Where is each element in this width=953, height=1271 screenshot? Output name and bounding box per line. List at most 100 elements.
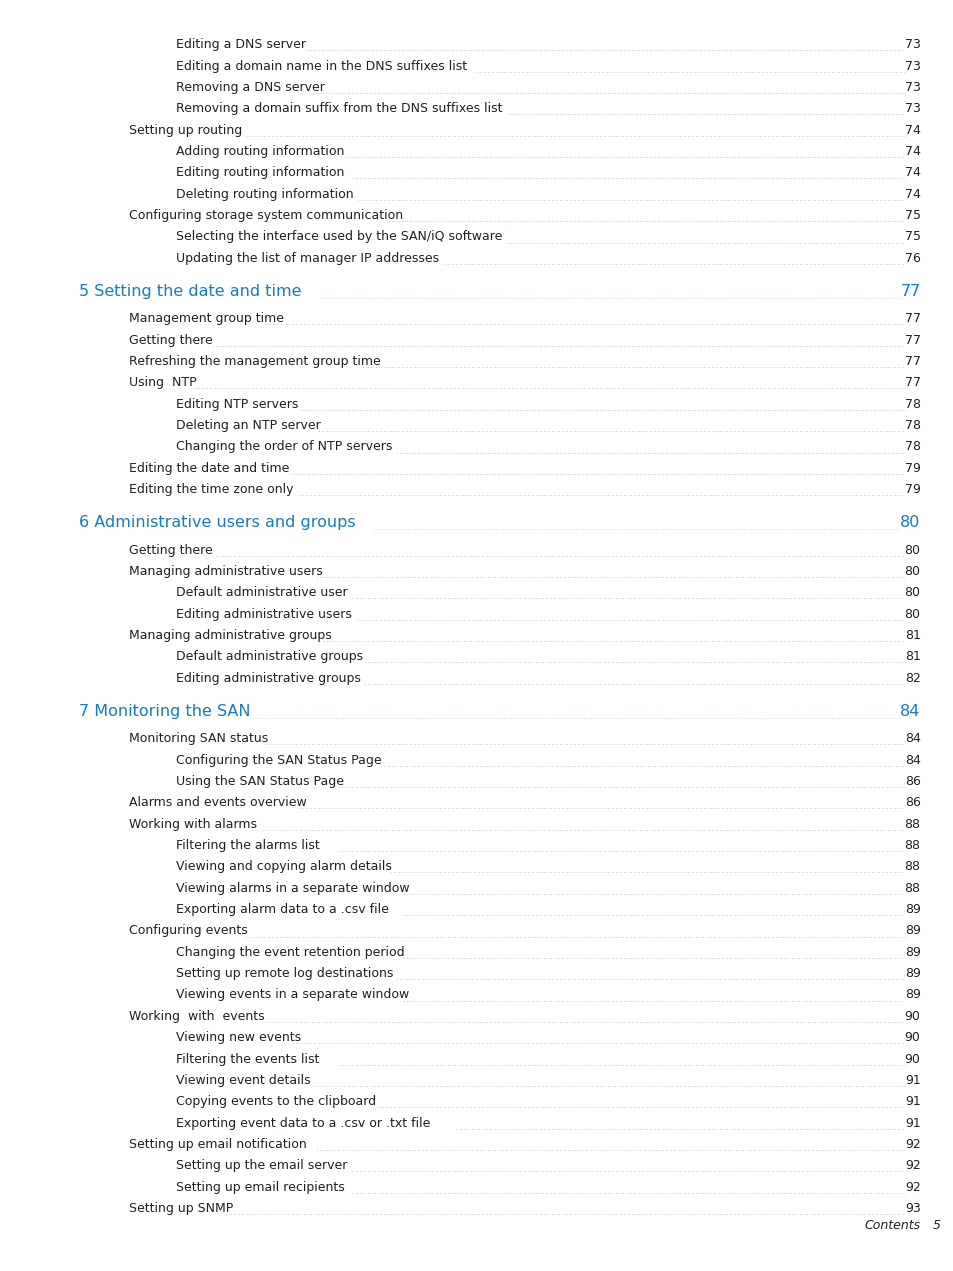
Text: 75: 75	[903, 230, 920, 244]
Text: Configuring events: Configuring events	[129, 924, 247, 938]
Text: 92: 92	[903, 1138, 920, 1152]
Text: Exporting event data to a .csv or .txt file: Exporting event data to a .csv or .txt f…	[176, 1117, 431, 1130]
Text: 91: 91	[903, 1117, 920, 1130]
Text: 92: 92	[903, 1181, 920, 1193]
Text: 90: 90	[903, 1052, 920, 1065]
Text: 91: 91	[903, 1074, 920, 1087]
Text: 74: 74	[903, 188, 920, 201]
Text: Alarms and events overview: Alarms and events overview	[129, 797, 306, 810]
Text: 5: 5	[932, 1219, 940, 1232]
Text: Editing the date and time: Editing the date and time	[129, 461, 289, 475]
Text: Adding routing information: Adding routing information	[176, 145, 344, 158]
Text: 78: 78	[903, 441, 920, 454]
Text: 89: 89	[903, 946, 920, 958]
Text: Configuring the SAN Status Page: Configuring the SAN Status Page	[176, 754, 386, 766]
Text: 88: 88	[903, 860, 920, 873]
Text: 77: 77	[903, 334, 920, 347]
Text: 88: 88	[903, 882, 920, 895]
Text: Copying events to the clipboard: Copying events to the clipboard	[176, 1096, 376, 1108]
Text: 80: 80	[903, 566, 920, 578]
Text: Contents: Contents	[863, 1219, 920, 1232]
Text: Managing administrative groups: Managing administrative groups	[129, 629, 332, 642]
Text: 5 Setting the date and time: 5 Setting the date and time	[79, 283, 301, 299]
Text: Management group time: Management group time	[129, 313, 283, 325]
Text: 92: 92	[903, 1159, 920, 1172]
Text: 76: 76	[903, 252, 920, 264]
Text: 90: 90	[903, 1031, 920, 1045]
Text: Viewing events in a separate window: Viewing events in a separate window	[176, 989, 409, 1002]
Text: 91: 91	[903, 1096, 920, 1108]
Text: Default administrative groups: Default administrative groups	[176, 651, 363, 663]
Text: 86: 86	[903, 775, 920, 788]
Text: 81: 81	[903, 651, 920, 663]
Text: 77: 77	[900, 283, 920, 299]
Text: Deleting an NTP server: Deleting an NTP server	[176, 419, 321, 432]
Text: 77: 77	[903, 376, 920, 389]
Text: 77: 77	[903, 355, 920, 369]
Text: 80: 80	[903, 586, 920, 600]
Text: 73: 73	[903, 60, 920, 72]
Text: 73: 73	[903, 103, 920, 116]
Text: Setting up email recipients: Setting up email recipients	[176, 1181, 345, 1193]
Text: 93: 93	[903, 1202, 920, 1215]
Text: Working  with  events: Working with events	[129, 1010, 264, 1023]
Text: 81: 81	[903, 629, 920, 642]
Text: Selecting the interface used by the SAN/iQ software: Selecting the interface used by the SAN/…	[176, 230, 502, 244]
Text: 79: 79	[903, 483, 920, 496]
Text: Changing the event retention period: Changing the event retention period	[176, 946, 405, 958]
Text: 89: 89	[903, 924, 920, 938]
Text: Managing administrative users: Managing administrative users	[129, 566, 322, 578]
Text: Setting up routing: Setting up routing	[129, 123, 242, 137]
Text: 79: 79	[903, 461, 920, 475]
Text: Updating the list of manager IP addresses: Updating the list of manager IP addresse…	[176, 252, 439, 264]
Text: 89: 89	[903, 989, 920, 1002]
Text: 73: 73	[903, 81, 920, 94]
Text: 78: 78	[903, 419, 920, 432]
Text: Setting up SNMP: Setting up SNMP	[129, 1202, 233, 1215]
Text: 74: 74	[903, 145, 920, 158]
Text: 6 Administrative users and groups: 6 Administrative users and groups	[79, 515, 355, 530]
Text: 89: 89	[903, 904, 920, 916]
Text: Filtering the alarms list: Filtering the alarms list	[176, 839, 320, 852]
Text: 7 Monitoring the SAN: 7 Monitoring the SAN	[79, 704, 251, 719]
Text: Viewing event details: Viewing event details	[176, 1074, 311, 1087]
Text: Changing the order of NTP servers: Changing the order of NTP servers	[176, 441, 396, 454]
Text: 80: 80	[903, 544, 920, 557]
Text: Filtering the events list: Filtering the events list	[176, 1052, 319, 1065]
Text: Deleting routing information: Deleting routing information	[176, 188, 354, 201]
Text: Editing a DNS server: Editing a DNS server	[176, 38, 306, 51]
Text: Setting up email notification: Setting up email notification	[129, 1138, 306, 1152]
Text: 90: 90	[903, 1010, 920, 1023]
Text: 77: 77	[903, 313, 920, 325]
Text: Setting up remote log destinations: Setting up remote log destinations	[176, 967, 394, 980]
Text: 84: 84	[900, 704, 920, 719]
Text: 74: 74	[903, 123, 920, 137]
Text: Viewing alarms in a separate window: Viewing alarms in a separate window	[176, 882, 410, 895]
Text: Using  NTP: Using NTP	[129, 376, 196, 389]
Text: Editing administrative groups: Editing administrative groups	[176, 672, 361, 685]
Text: 84: 84	[903, 732, 920, 745]
Text: 88: 88	[903, 839, 920, 852]
Text: Default administrative user: Default administrative user	[176, 586, 348, 600]
Text: Editing a domain name in the DNS suffixes list: Editing a domain name in the DNS suffixe…	[176, 60, 467, 72]
Text: 86: 86	[903, 797, 920, 810]
Text: 80: 80	[900, 515, 920, 530]
Text: 80: 80	[903, 608, 920, 620]
Text: Removing a DNS server: Removing a DNS server	[176, 81, 325, 94]
Text: 88: 88	[903, 817, 920, 831]
Text: Using the SAN Status Page: Using the SAN Status Page	[176, 775, 344, 788]
Text: Editing the time zone only: Editing the time zone only	[129, 483, 293, 496]
Text: Editing routing information: Editing routing information	[176, 167, 344, 179]
Text: 74: 74	[903, 167, 920, 179]
Text: Exporting alarm data to a .csv file: Exporting alarm data to a .csv file	[176, 904, 389, 916]
Text: 73: 73	[903, 38, 920, 51]
Text: 89: 89	[903, 967, 920, 980]
Text: Configuring storage system communication: Configuring storage system communication	[129, 210, 402, 222]
Text: Viewing new events: Viewing new events	[176, 1031, 301, 1045]
Text: Removing a domain suffix from the DNS suffixes list: Removing a domain suffix from the DNS su…	[176, 103, 502, 116]
Text: Refreshing the management group time: Refreshing the management group time	[129, 355, 380, 369]
Text: 84: 84	[903, 754, 920, 766]
Text: 78: 78	[903, 398, 920, 411]
Text: Working with alarms: Working with alarms	[129, 817, 256, 831]
Text: Getting there: Getting there	[129, 334, 213, 347]
